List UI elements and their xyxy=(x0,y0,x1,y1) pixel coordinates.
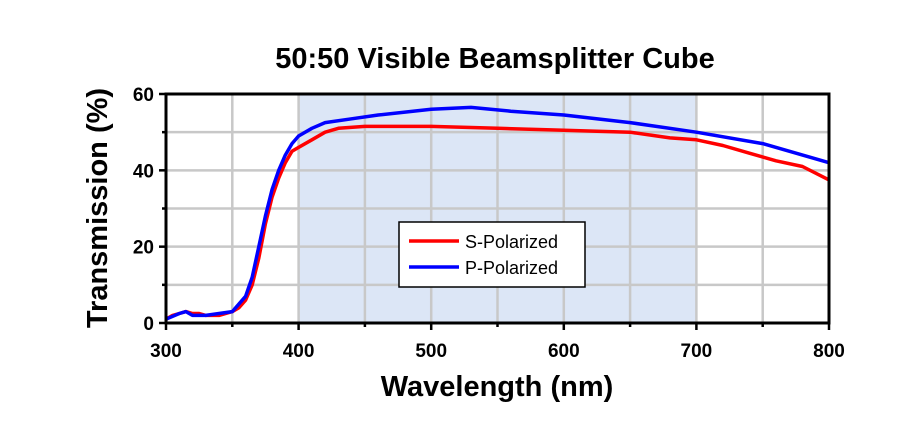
legend-label: S-Polarized xyxy=(465,232,558,252)
series-line-p-polarized xyxy=(165,105,830,321)
y-tick-label: 20 xyxy=(133,238,154,259)
y-axis-label: Transmission (%) xyxy=(82,88,114,328)
y-tick-label: 60 xyxy=(133,85,154,106)
x-tick-label: 500 xyxy=(415,341,447,362)
legend-box xyxy=(398,221,586,288)
x-tick-label: 400 xyxy=(283,341,315,362)
y-tick-label: 40 xyxy=(133,161,154,182)
chart-title: 50:50 Visible Beamsplitter Cube xyxy=(275,43,714,75)
x-tick-label: 300 xyxy=(150,341,182,362)
x-tick-label: 600 xyxy=(548,341,580,362)
x-tick-label: 700 xyxy=(681,341,713,362)
y-tick-label: 0 xyxy=(143,314,154,335)
x-tick-label: 800 xyxy=(813,341,845,362)
legend-label: P-Polarized xyxy=(465,258,558,278)
x-axis-label: Wavelength (nm) xyxy=(381,371,614,403)
